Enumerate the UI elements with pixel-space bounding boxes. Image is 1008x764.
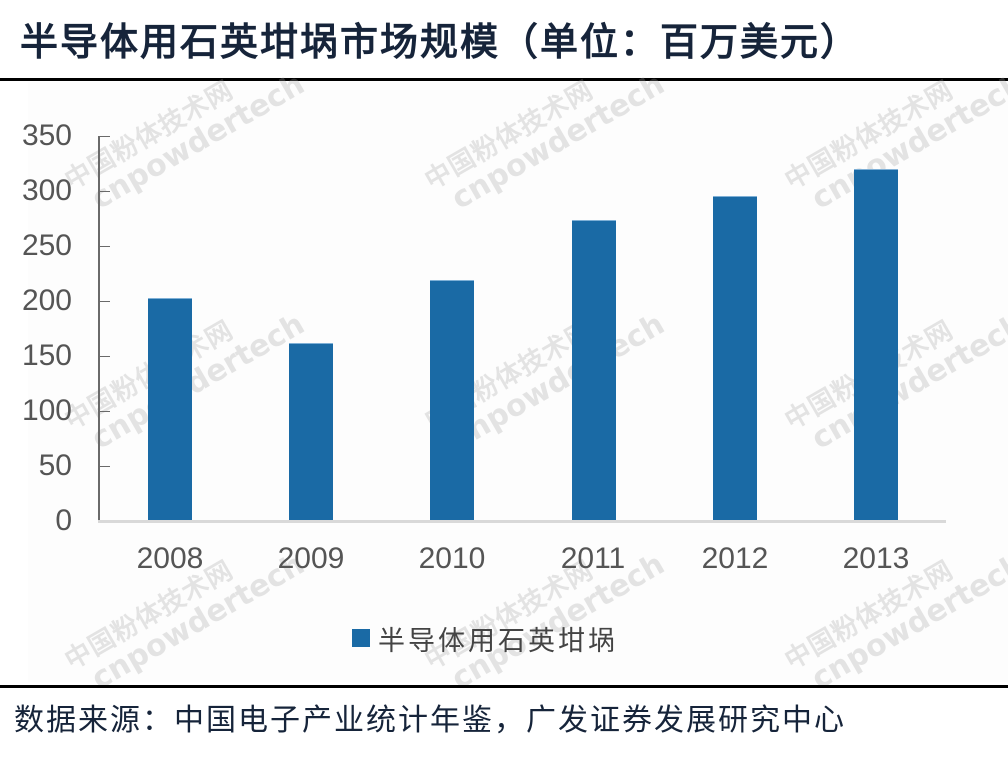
bar-2013	[854, 169, 898, 521]
y-tick-label: 100	[21, 394, 72, 427]
footer-divider	[0, 685, 1008, 688]
y-tick-label: 250	[21, 229, 72, 262]
y-tick-label: 150	[21, 339, 72, 372]
source-note: 数据来源：中国电子产业统计年鉴，广发证券发展研究中心	[14, 703, 846, 738]
bar-2011	[572, 220, 616, 521]
x-tick-label: 2013	[842, 542, 910, 575]
bar-2008	[148, 298, 192, 521]
title-divider	[0, 78, 1008, 81]
x-tick-label: 2012	[701, 542, 769, 575]
y-axis	[98, 136, 100, 522]
x-tick-label: 2009	[277, 542, 345, 575]
x-tick-label: 2010	[418, 542, 486, 575]
bar-2010	[430, 280, 474, 521]
y-tick-label: 350	[21, 119, 72, 152]
y-tick	[100, 246, 110, 247]
legend-swatch	[352, 629, 370, 647]
y-tick	[100, 191, 110, 192]
x-axis	[98, 520, 946, 523]
y-tick-label: 200	[21, 284, 72, 317]
y-tick	[100, 411, 110, 412]
y-tick	[100, 136, 110, 137]
x-tick-label: 2011	[560, 542, 626, 575]
y-tick-label: 300	[21, 174, 72, 207]
x-tick-label: 2008	[136, 542, 204, 575]
bar-2012	[713, 196, 757, 521]
bar-2009	[289, 343, 333, 521]
y-tick-label: 50	[38, 449, 72, 482]
y-tick	[100, 466, 110, 467]
legend-label: 半导体用石英坩埚	[378, 625, 618, 657]
chart-title: 半导体用石英坩埚市场规模（单位：百万美元）	[20, 19, 861, 64]
y-tick	[100, 356, 110, 357]
y-tick-label: 0	[55, 504, 72, 537]
y-tick	[100, 301, 110, 302]
legend: 半导体用石英坩埚	[352, 618, 618, 658]
